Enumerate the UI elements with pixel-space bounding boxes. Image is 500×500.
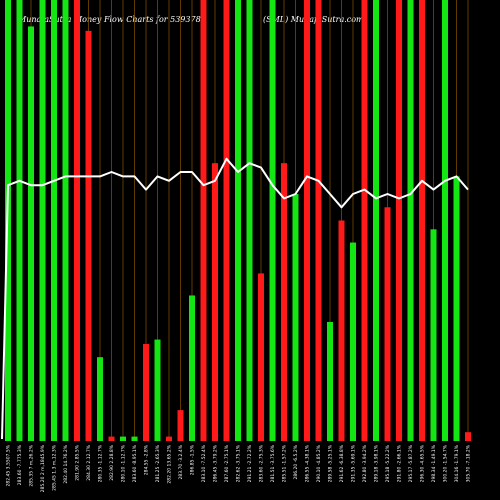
- x-tick-label: 289.58 -5.25.1%: [328, 444, 334, 482]
- x-tick-label: 281.25 -2.65.3%: [155, 444, 161, 482]
- x-tick-label: 304.16 -1.79.1%: [454, 444, 460, 482]
- bar: [396, 0, 402, 441]
- bar: [465, 432, 471, 441]
- bar: [304, 0, 310, 441]
- x-tick-label: 284.55 -2.8%: [144, 444, 150, 475]
- money-flow-line: [1, 157, 469, 440]
- x-tick-label: 283.70 -3.2.4%: [178, 444, 184, 479]
- x-tick-label: 286.55 -4.38.1%: [305, 444, 311, 482]
- x-tick-label: 289.18 -3.98.1%: [374, 444, 380, 482]
- bar: [131, 436, 138, 441]
- x-tick-label: 282.45 3.5507.5%: [6, 444, 12, 486]
- bar: [269, 0, 276, 441]
- bar: [373, 0, 379, 441]
- bar: [154, 339, 161, 441]
- bar: [108, 436, 115, 441]
- flow-line: [1, 157, 469, 440]
- bar: [327, 321, 333, 441]
- x-tick-label: 283.60 -7.775.3%: [17, 444, 23, 485]
- x-tick-label: 280.10 -1.12.7%: [121, 444, 127, 482]
- bar: [212, 163, 218, 442]
- bar: [246, 0, 253, 441]
- x-tick-label: 292.80 -3.94.2%: [362, 444, 368, 482]
- x-tick-label: 285.35 7 m,26.2%: [29, 444, 35, 486]
- bar: [74, 0, 80, 441]
- bar: [384, 207, 391, 441]
- x-tick-label: 282.90 2.28.8%: [109, 444, 115, 480]
- bar: [28, 26, 34, 442]
- bar: [361, 0, 368, 441]
- x-tick-label: 284.30 2.12.7%: [86, 444, 92, 480]
- chart-title: MunafaSutra Money Flow Charts for 539378: [18, 15, 201, 24]
- bar: [120, 436, 126, 441]
- bar: [407, 0, 414, 441]
- bar: [258, 273, 264, 441]
- x-tick-label: 282.40 14.76.2%: [63, 444, 69, 483]
- bar: [51, 0, 57, 441]
- bar: [39, 0, 46, 441]
- bar: [166, 436, 172, 441]
- x-tick-label: 285.45 1.3 m,12.3%: [52, 444, 58, 491]
- x-tick-label: 291.62 -6.38.8%: [339, 444, 345, 482]
- x-tick-label: 287.60 -2.75.1%: [224, 444, 230, 482]
- x-tick-label: 298.34 -1.49.1%: [431, 444, 437, 482]
- bars: [5, 0, 471, 442]
- x-tick-label: 283.10 -7.52.4%: [201, 444, 207, 482]
- x-tick-labels: 282.45 3.5507.5% 283.60 -7.775.3% 285.35 7…: [6, 444, 472, 492]
- bar: [16, 0, 23, 441]
- x-tick-label: 295.18 -5.22.2%: [385, 444, 391, 482]
- x-tick-label: 282.20 13.65.2%: [167, 444, 173, 483]
- bar: [292, 194, 299, 441]
- x-tick-label: 286.20 -6.5.2%: [293, 444, 299, 479]
- x-tick-label: 305.70 -7.18.2%: [466, 444, 472, 482]
- x-tick-label: 286.45 -3.79.2%: [213, 444, 219, 482]
- x-tick-label: 291.35 -5.69.1%: [351, 444, 357, 482]
- bar: [350, 242, 356, 441]
- x-tick-label: 285.51 -1.57.2%: [282, 444, 288, 482]
- bar: [143, 343, 149, 441]
- chart-subtitle: (SML) MunafaSutra.com: [263, 15, 364, 24]
- bar: [442, 0, 448, 441]
- x-tick-label: 282.62 -3.75.1%: [236, 444, 242, 482]
- bar: [338, 220, 345, 441]
- bar: [419, 0, 425, 441]
- x-tick-label: 285.20 2 m,1845.9%: [40, 444, 46, 492]
- bar: [223, 0, 230, 441]
- bar: [430, 229, 437, 441]
- x-tick-label: 300.20 -1.54.7%: [443, 444, 449, 482]
- x-tick-label: 283.60 -2.75.3%: [259, 444, 265, 482]
- x-tick-label: 286.85 -1.5%: [190, 444, 196, 475]
- bar: [281, 163, 287, 442]
- x-tick-label: 281.51 -3.75.6%: [270, 444, 276, 482]
- x-tick-label: 283.60 -8.95.1%: [132, 444, 138, 482]
- bar: [453, 176, 460, 441]
- bar: [200, 0, 207, 441]
- x-tick-label: 295.17 -5.87.2%: [408, 444, 414, 482]
- x-tick-label: 281.90 2.85.5%: [75, 444, 81, 480]
- x-tick-label: 296.30 -4.65.5%: [420, 444, 426, 482]
- x-tick-label: 290.10 -4.85.2%: [316, 444, 322, 482]
- bar: [177, 410, 184, 441]
- x-tick-label: 291.80 -2.66.1%: [397, 444, 403, 482]
- x-tick-label: 280.35 -1.12.7%: [98, 444, 104, 482]
- bar: [85, 30, 92, 442]
- bar: [97, 357, 103, 441]
- bar: [62, 0, 69, 441]
- bar: [189, 295, 195, 441]
- bar: [315, 0, 322, 441]
- x-tick-label: 291.21 -2.72.2%: [247, 444, 253, 482]
- bar: [235, 0, 241, 441]
